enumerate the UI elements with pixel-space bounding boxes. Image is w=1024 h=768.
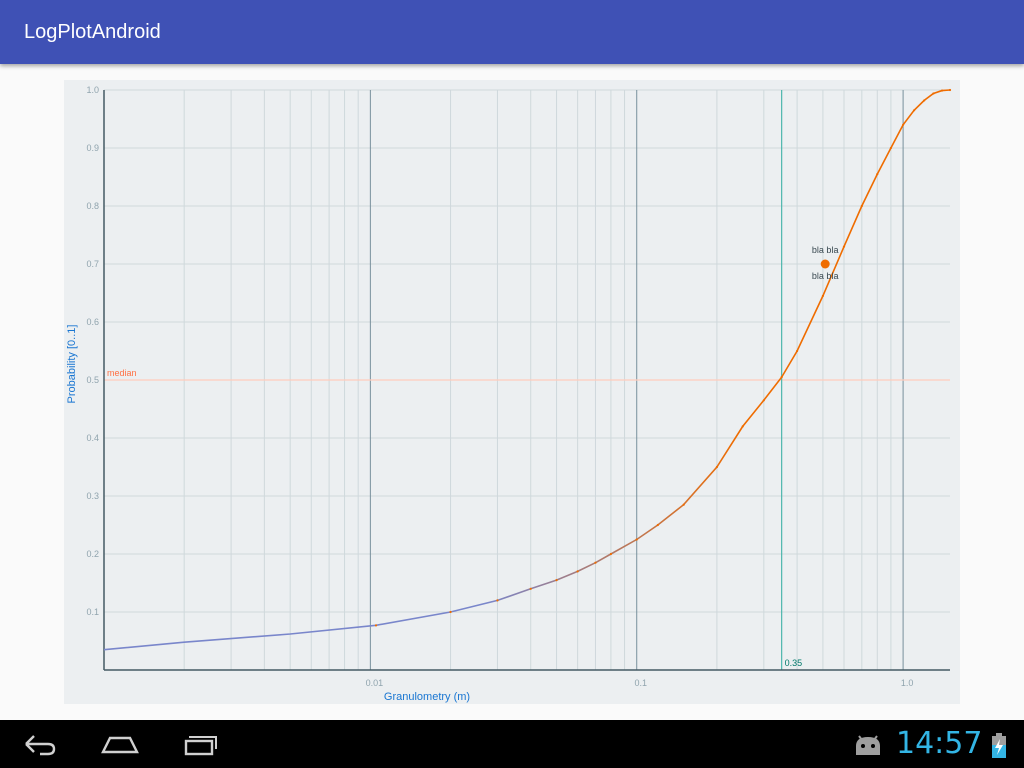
curve-point [842,245,846,248]
y-tick-label: 0.4 [86,433,99,443]
curve-point [529,587,532,590]
back-button[interactable] [0,720,80,768]
annotation-point [820,259,830,269]
curve-point [901,123,905,126]
log-plot-chart[interactable]: 0.1 0.2 0.3 0.4 0.5 0.6 0.7 0.8 0.9 1.0 0.01 0.1 1.0… [0,64,1024,720]
app-title: LogPlotAndroid [24,21,161,43]
android-debug-icon [856,735,880,755]
curve-point [715,465,719,469]
x-tick-label: 0.01 [366,678,384,688]
curve-point [609,552,613,556]
curve-point [656,523,659,527]
marker-label: 0.35 [785,658,803,668]
plot-background [64,80,960,704]
curve-point [889,146,893,150]
home-icon [101,736,139,754]
curve-point [741,425,744,428]
annotation-label-below: bla bla [812,271,839,281]
curve-point [496,599,499,602]
median-label: median [107,368,137,378]
curve-point [449,610,452,614]
curve-point [860,204,863,208]
curve-point [948,88,952,92]
recent-apps-button[interactable] [160,720,240,768]
log-plot-area[interactable]: 0.1 0.2 0.3 0.4 0.5 0.6 0.7 0.8 0.9 1.0 0.01 0.1 1.0… [0,64,1024,720]
y-tick-label: 1.0 [86,85,99,95]
curve-point [940,89,944,92]
y-tick-label: 0.2 [86,549,99,559]
navigation-bar [0,720,1024,768]
y-tick-label: 0.6 [86,317,99,327]
curve-point [923,99,926,102]
probability-curve [103,89,951,651]
annotation-label-above: bla bla [812,245,839,255]
curve-point [635,538,638,541]
battery-charging-icon [992,733,1006,758]
app-bar: LogPlotAndroid [0,0,1024,64]
x-tick-label: 1.0 [901,678,914,688]
curve-point [555,579,558,582]
curve-point [576,570,579,573]
curve-point [876,173,879,176]
y-tick-label: 0.7 [86,259,99,269]
curve-point [594,561,597,564]
back-arrow-icon [25,735,56,756]
curve-point [932,92,935,95]
y-tick-label: 0.9 [86,143,99,153]
y-axis-title: Probability [0..1] [66,325,78,404]
y-tick-label: 0.3 [86,491,99,501]
curve-point [913,109,916,112]
recent-apps-icon [184,736,217,756]
curve-point [374,624,378,627]
home-button[interactable] [80,720,160,768]
curve-point [821,294,825,297]
y-tick-label: 0.5 [86,375,99,385]
curve-point [682,503,685,506]
curve-point [780,376,783,379]
curve-point [795,349,799,353]
x-tick-label: 0.1 [634,678,647,688]
status-clock: 14:57 [896,726,983,761]
x-axis-title: Granulometry (m) [384,691,470,703]
y-tick-label: 0.8 [86,201,99,211]
curve-point [762,399,765,402]
y-tick-label: 0.1 [86,607,99,617]
